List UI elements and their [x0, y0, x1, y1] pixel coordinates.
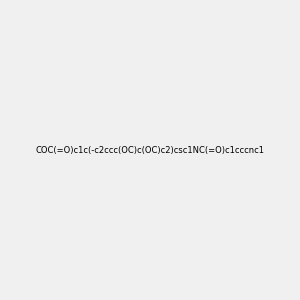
Text: COC(=O)c1c(-c2ccc(OC)c(OC)c2)csc1NC(=O)c1cccnc1: COC(=O)c1c(-c2ccc(OC)c(OC)c2)csc1NC(=O)c… [35, 146, 265, 154]
